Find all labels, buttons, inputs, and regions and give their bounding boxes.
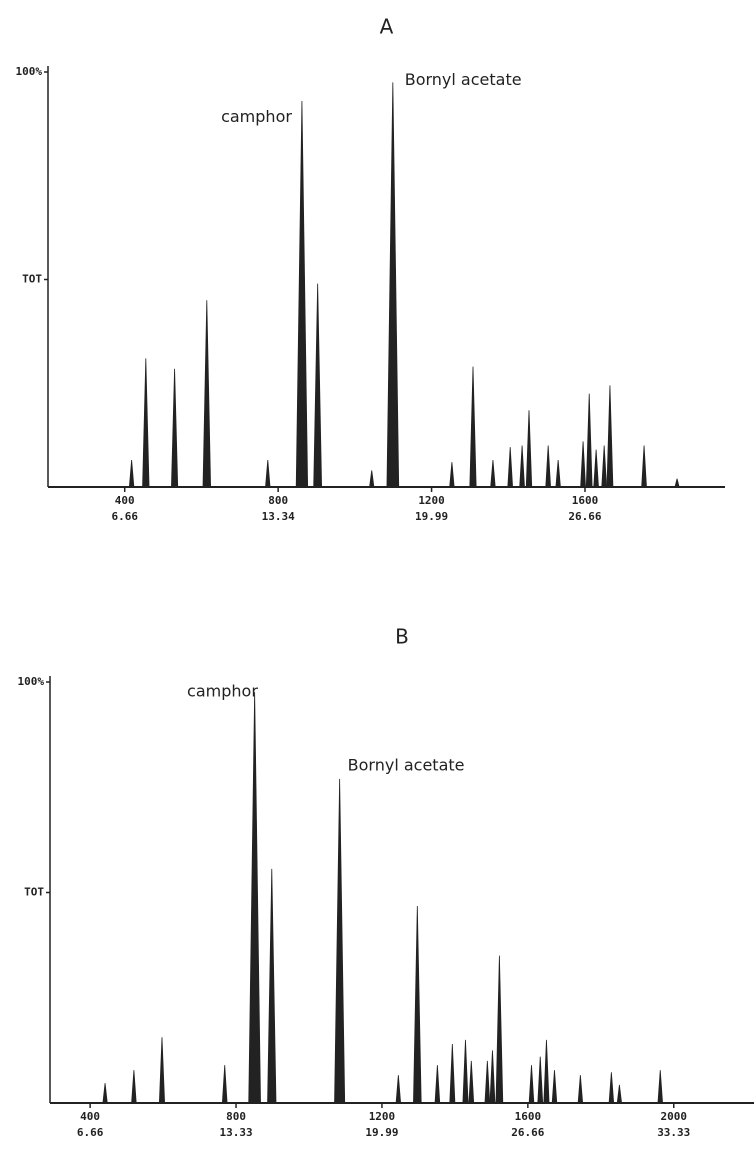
chart-title: A xyxy=(380,15,394,39)
peak xyxy=(585,393,593,488)
peak-annotation: Bornyl acetate xyxy=(348,756,465,775)
peak xyxy=(543,1039,550,1104)
x-tick-label: 800 xyxy=(226,1110,246,1123)
peak xyxy=(580,441,586,488)
peak xyxy=(555,459,561,488)
peak xyxy=(413,905,422,1104)
y-tick-label: 100% xyxy=(18,675,45,688)
peak xyxy=(484,1060,491,1104)
x-time-label: 6.66 xyxy=(77,1126,104,1139)
peak xyxy=(608,1072,615,1104)
peak xyxy=(434,1065,441,1104)
peak xyxy=(248,692,261,1104)
y-tick-label: TOT xyxy=(24,886,44,899)
peak xyxy=(601,445,607,488)
peak xyxy=(395,1075,402,1104)
x-time-label: 6.66 xyxy=(111,510,138,523)
x-time-label: 13.33 xyxy=(219,1126,252,1139)
peak xyxy=(657,1070,663,1104)
peak xyxy=(641,445,647,488)
peak xyxy=(158,1037,166,1104)
peak xyxy=(386,82,400,488)
chart-title: B xyxy=(395,625,409,649)
peak xyxy=(171,368,179,488)
peak xyxy=(449,1044,456,1104)
x-tick-label: 1600 xyxy=(515,1110,542,1123)
peak xyxy=(265,459,271,488)
peak xyxy=(267,868,277,1104)
x-time-label: 33.33 xyxy=(657,1126,690,1139)
x-time-label: 19.99 xyxy=(415,510,448,523)
peak xyxy=(128,459,135,488)
peak xyxy=(551,1070,558,1104)
x-tick-label: 1200 xyxy=(369,1110,396,1123)
peak xyxy=(616,1084,623,1104)
peak xyxy=(593,449,599,488)
peak xyxy=(537,1056,544,1104)
peak xyxy=(313,283,323,488)
peak xyxy=(462,1039,469,1104)
peak xyxy=(507,447,514,488)
x-tick-label: 400 xyxy=(80,1110,100,1123)
peak xyxy=(369,470,375,488)
peak xyxy=(525,410,533,488)
peak-annotation: camphor xyxy=(187,682,258,701)
x-time-label: 13.34 xyxy=(262,510,295,523)
y-tick-label: 100% xyxy=(16,65,43,78)
x-tick-label: 400 xyxy=(115,494,135,507)
x-time-label: 26.66 xyxy=(568,510,601,523)
x-time-label: 26.66 xyxy=(511,1126,544,1139)
peak-annotation: Bornyl acetate xyxy=(405,70,522,89)
peak xyxy=(489,1050,496,1104)
peak xyxy=(674,478,680,488)
peak xyxy=(202,300,212,488)
peak xyxy=(102,1083,108,1104)
peak xyxy=(469,366,477,488)
peak xyxy=(449,462,455,488)
peak xyxy=(528,1065,535,1104)
x-time-label: 19.99 xyxy=(365,1126,398,1139)
peak xyxy=(221,1065,228,1104)
x-tick-label: 2000 xyxy=(661,1110,688,1123)
peak xyxy=(519,445,525,488)
x-tick-label: 1200 xyxy=(418,494,445,507)
peak-annotation: camphor xyxy=(221,107,292,126)
peak xyxy=(142,358,150,488)
peak xyxy=(545,445,551,488)
peak xyxy=(468,1060,475,1104)
peak xyxy=(577,1075,584,1104)
peak xyxy=(490,459,496,488)
x-tick-label: 1600 xyxy=(572,494,599,507)
x-tick-label: 800 xyxy=(268,494,288,507)
peak xyxy=(295,101,309,488)
peak xyxy=(131,1070,137,1104)
y-tick-label: TOT xyxy=(22,273,42,286)
peak xyxy=(495,955,504,1104)
peak xyxy=(606,385,614,488)
peak xyxy=(334,778,346,1104)
